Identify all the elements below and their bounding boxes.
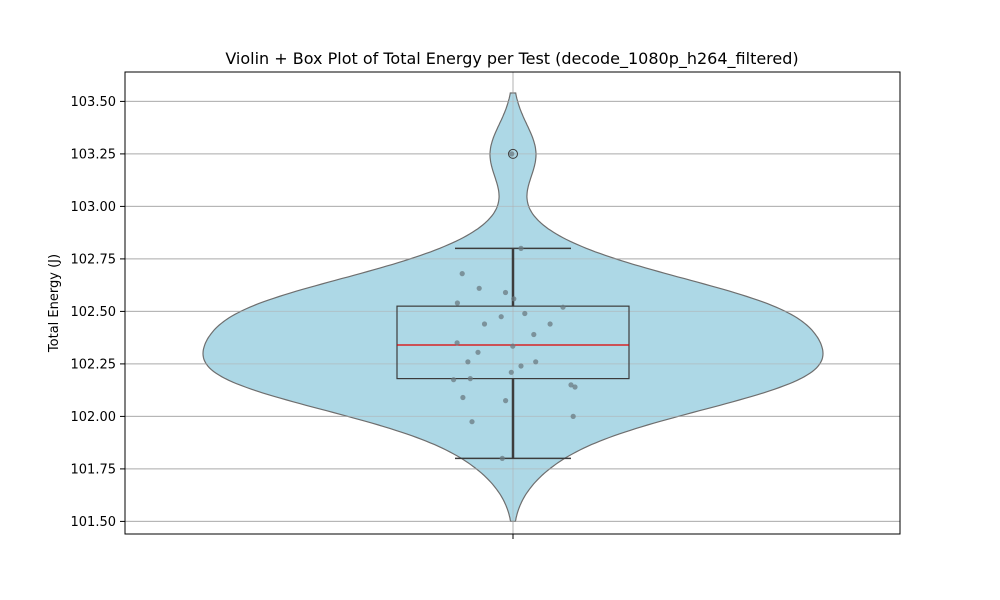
y-tick-label: 101.75 bbox=[71, 462, 117, 477]
data-point bbox=[533, 359, 539, 365]
data-point bbox=[459, 271, 465, 277]
data-point bbox=[572, 384, 578, 390]
y-tick-label: 102.25 bbox=[71, 357, 117, 372]
data-point bbox=[454, 300, 460, 306]
y-tick-label: 101.50 bbox=[71, 515, 117, 530]
y-tick-label: 103.50 bbox=[71, 95, 117, 110]
data-point bbox=[454, 340, 460, 346]
data-point bbox=[469, 419, 475, 425]
data-point bbox=[518, 363, 524, 369]
data-point bbox=[499, 455, 505, 461]
data-point bbox=[570, 413, 576, 419]
data-point bbox=[502, 289, 509, 296]
data-point bbox=[511, 296, 517, 302]
iqr-box bbox=[396, 305, 630, 380]
data-point bbox=[503, 398, 509, 404]
data-point bbox=[568, 382, 574, 388]
chart-title: Violin + Box Plot of Total Energy per Te… bbox=[225, 49, 798, 69]
data-point bbox=[522, 310, 528, 317]
data-point bbox=[560, 304, 566, 310]
y-tick-label: 103.00 bbox=[71, 200, 117, 215]
data-point bbox=[498, 314, 504, 320]
y-axis-ticks: 101.50 101.75 102.00 102.25 102.50 102.75 103.… bbox=[71, 95, 125, 530]
data-point bbox=[547, 321, 553, 327]
box-plot bbox=[396, 148, 630, 460]
data-point bbox=[481, 321, 488, 327]
outlier-marker bbox=[508, 148, 518, 159]
data-point bbox=[451, 377, 457, 383]
data-point bbox=[467, 376, 473, 382]
y-tick-label: 102.75 bbox=[71, 252, 117, 267]
data-point bbox=[508, 369, 514, 375]
data-point bbox=[465, 359, 471, 365]
data-point bbox=[531, 331, 537, 338]
data-point bbox=[518, 245, 524, 251]
data-point bbox=[509, 151, 515, 157]
data-point bbox=[476, 285, 482, 291]
y-tick-label: 103.25 bbox=[71, 147, 117, 162]
data-points bbox=[451, 151, 578, 461]
y-tick-label: 102.50 bbox=[71, 305, 117, 320]
y-tick-label: 102.00 bbox=[71, 410, 117, 425]
data-point bbox=[460, 394, 466, 401]
y-axis-label: Total Energy (J) bbox=[47, 254, 62, 353]
data-point bbox=[510, 343, 516, 349]
data-point bbox=[475, 349, 481, 355]
